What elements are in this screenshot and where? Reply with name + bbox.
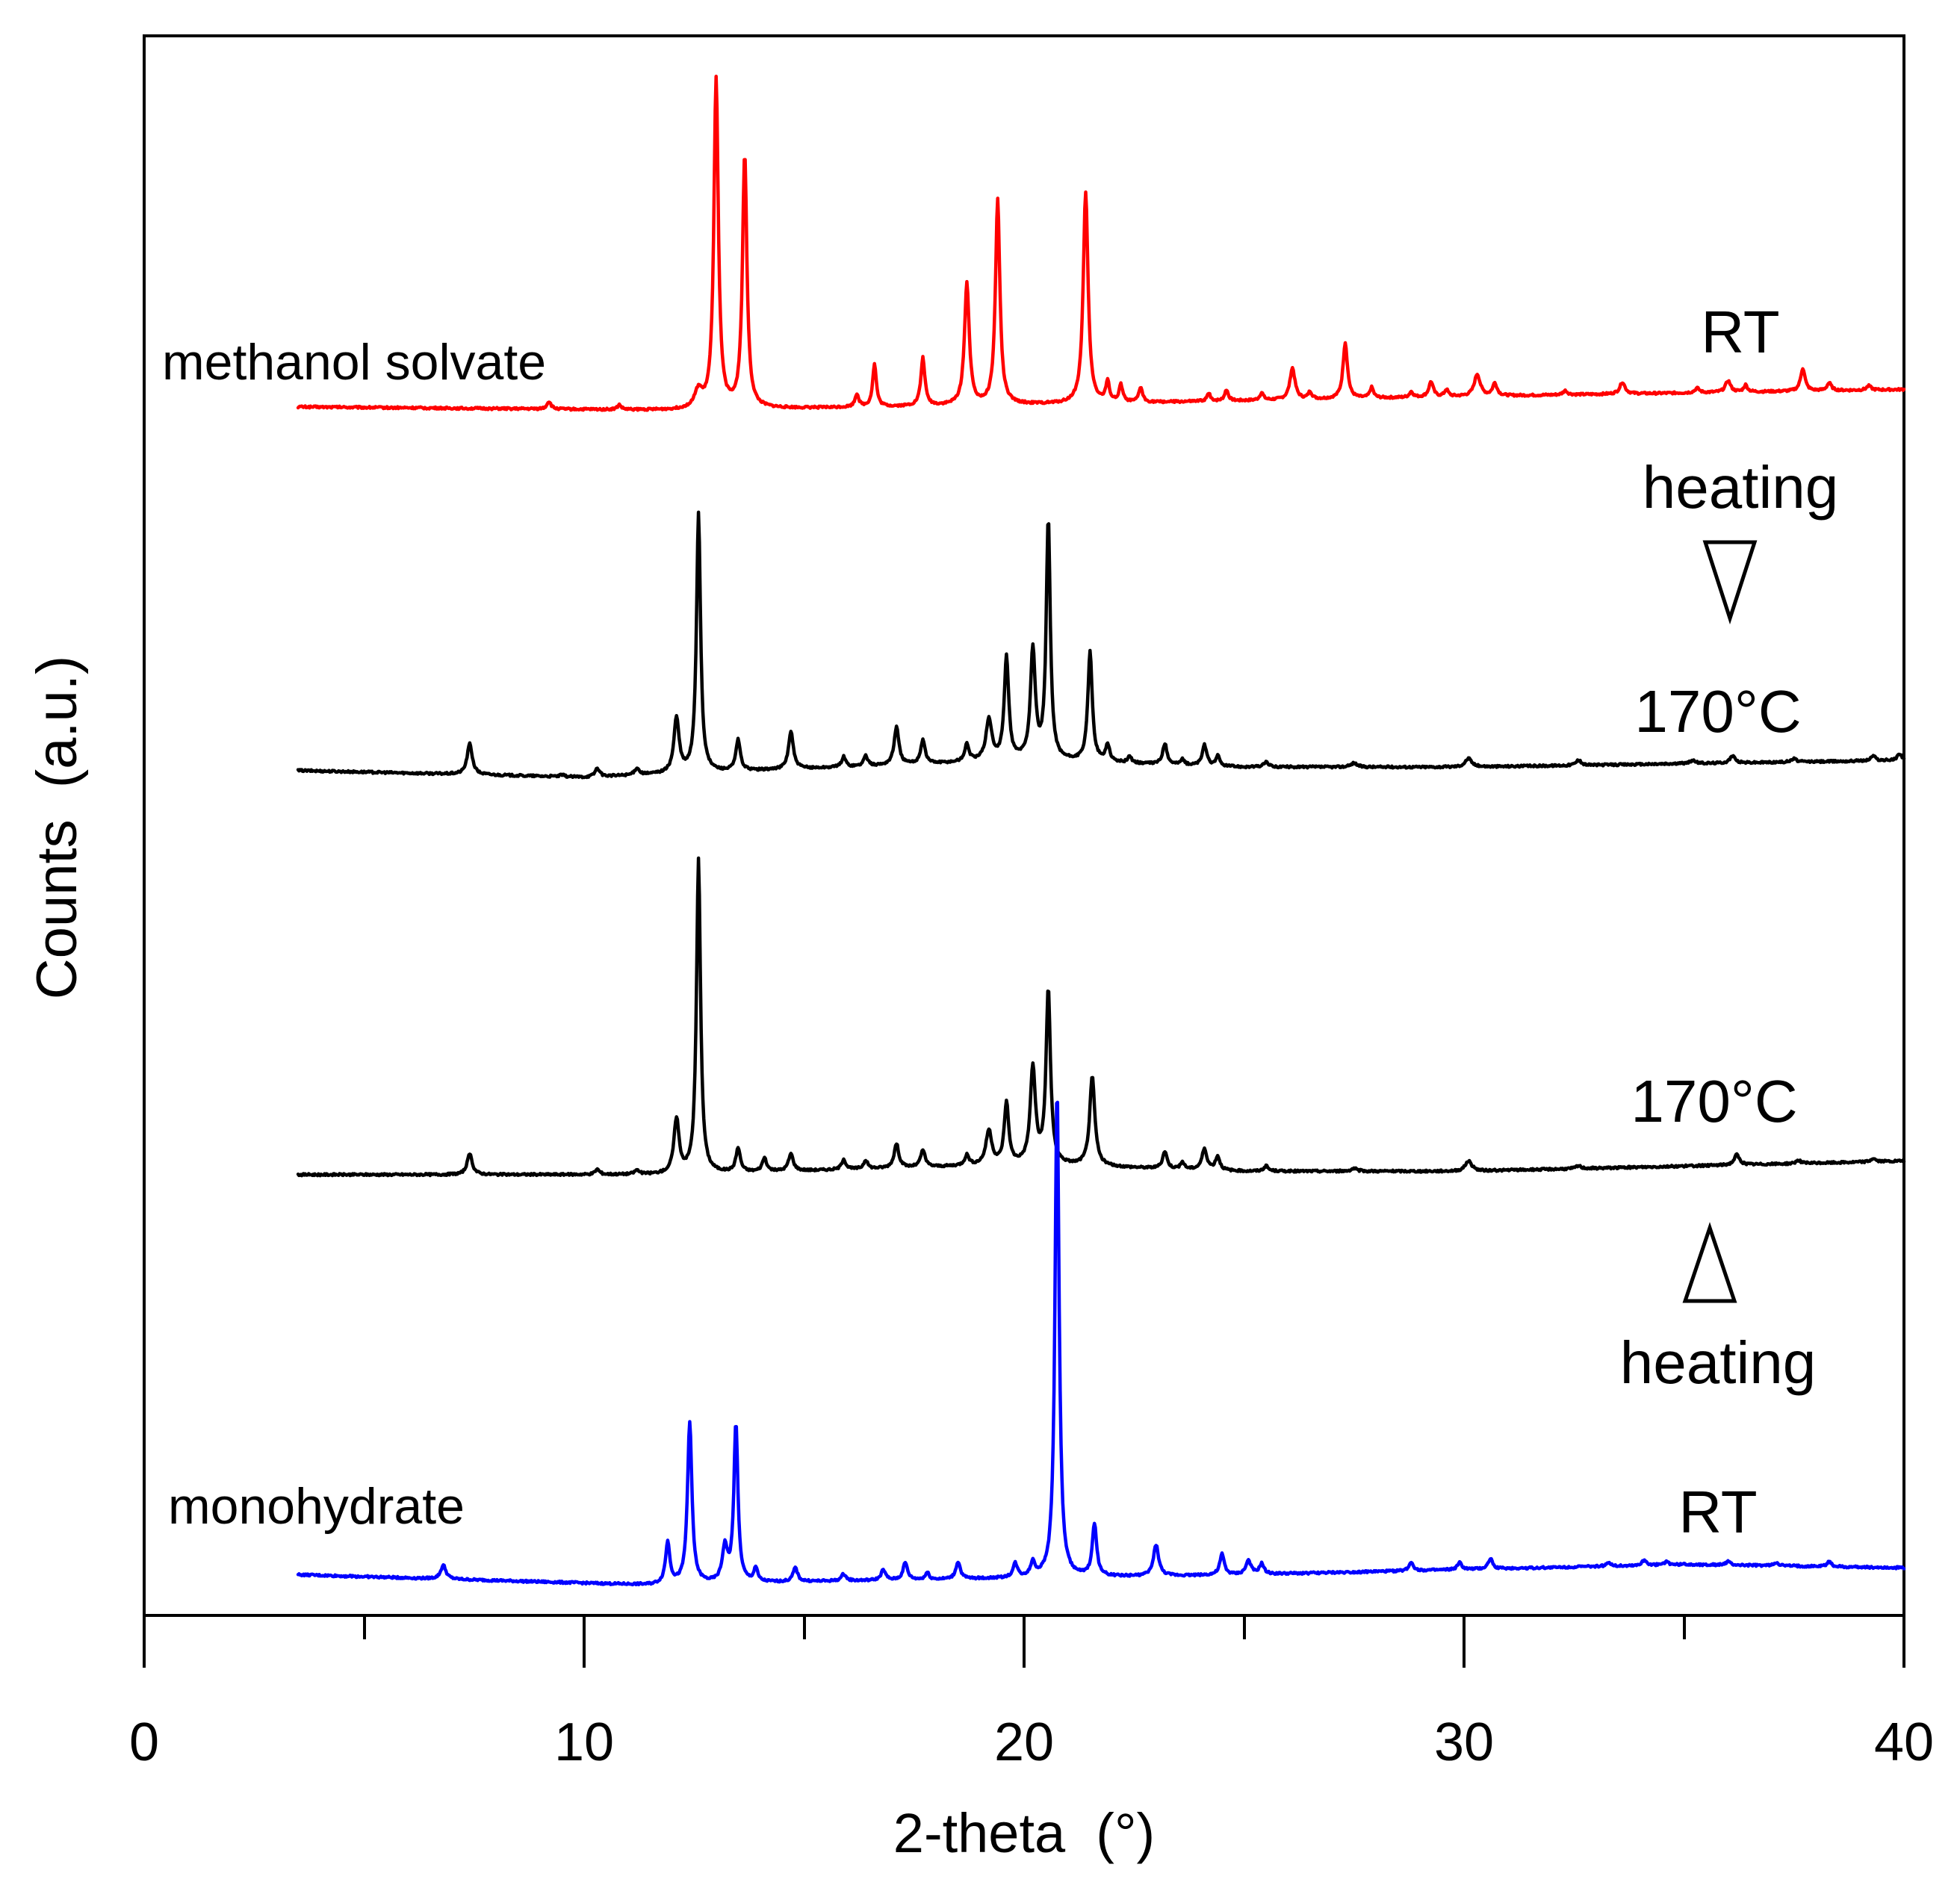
x-axis-label: 2-theta (°): [893, 1802, 1155, 1864]
series-group: [296, 75, 1906, 1587]
label-rt-bottom: RT: [1678, 1479, 1757, 1545]
annotations: methanol solvate RT heating 170°C 170°C …: [162, 299, 1838, 1545]
label-170c-lower: 170°C: [1631, 1068, 1797, 1134]
x-tick-label-10: 10: [554, 1713, 614, 1772]
label-170c-upper: 170°C: [1634, 678, 1801, 745]
label-heating-bottom: heating: [1620, 1329, 1816, 1396]
arrow-down-icon: [1702, 540, 1758, 625]
label-monohydrate: monohydrate: [168, 1478, 465, 1535]
label-methanol-solvate: methanol solvate: [162, 334, 546, 391]
x-tick-label-20: 20: [994, 1713, 1054, 1772]
label-rt-top: RT: [1701, 299, 1779, 365]
x-axis: [143, 1615, 1905, 1668]
x-tick-labels: 0 10 20 30 40: [129, 1713, 1934, 1772]
x-tick-label-30: 30: [1434, 1713, 1494, 1772]
x-tick-label-40: 40: [1874, 1713, 1934, 1772]
series-line-methanol-solvate: [296, 75, 1906, 412]
series-line-170c-from-monohydrate: [296, 856, 1906, 1178]
x-tick-label-0: 0: [129, 1713, 159, 1772]
series-line-monohydrate: [296, 1100, 1906, 1587]
y-axis-label: Counts (a.u.): [25, 656, 89, 999]
label-heating-top: heating: [1643, 454, 1838, 521]
series-line-170c-from-solvate: [296, 510, 1906, 780]
arrow-up-icon: [1682, 1222, 1737, 1303]
